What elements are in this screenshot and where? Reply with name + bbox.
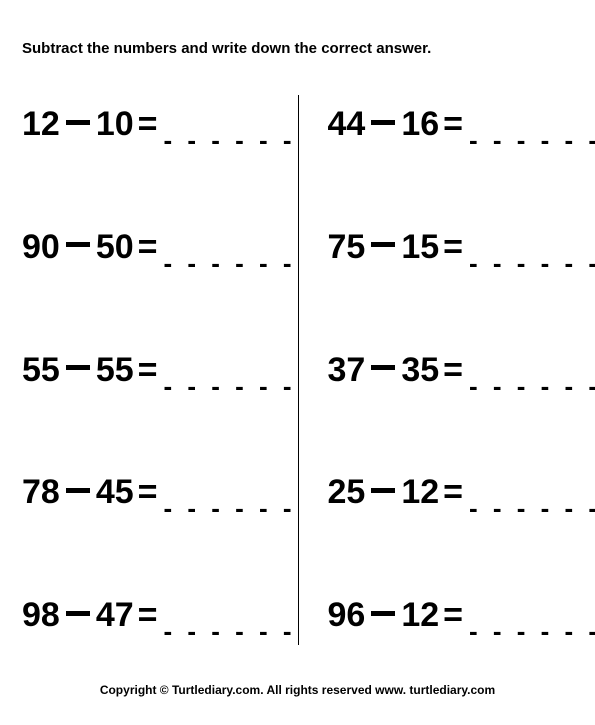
expression: 75 15= bbox=[328, 228, 464, 267]
operand-a: 55 bbox=[22, 351, 60, 389]
operand-a: 90 bbox=[22, 228, 60, 266]
expression: 37 35= bbox=[328, 351, 464, 390]
answer-blank[interactable]: - - - - - - bbox=[469, 371, 595, 402]
operand-a: 98 bbox=[22, 596, 60, 634]
equals-sign: = bbox=[138, 105, 158, 143]
operand-b: 50 bbox=[96, 228, 134, 266]
column-divider bbox=[298, 95, 299, 645]
minus-icon bbox=[371, 120, 395, 125]
problem-row: 7515= - - - - - - bbox=[328, 228, 574, 267]
equals-sign: = bbox=[443, 105, 463, 143]
answer-blank[interactable]: - - - - - - bbox=[469, 493, 595, 524]
minus-icon bbox=[66, 365, 90, 370]
operand-b: 55 bbox=[96, 351, 134, 389]
answer-blank[interactable]: - - - - - - bbox=[164, 371, 296, 402]
operand-b: 47 bbox=[96, 596, 134, 634]
answer-blank[interactable]: - - - - - - bbox=[164, 125, 296, 156]
problem-row: 2512= - - - - - - bbox=[328, 473, 574, 512]
expression: 12 10= bbox=[22, 105, 158, 144]
operand-b: 12 bbox=[401, 596, 439, 634]
equals-sign: = bbox=[138, 228, 158, 266]
answer-blank[interactable]: - - - - - - bbox=[469, 616, 595, 647]
left-column: 1210= - - - - - - 9050= - - - - - - 5555… bbox=[22, 105, 298, 665]
expression: 90 50= bbox=[22, 228, 158, 267]
expression: 25 12= bbox=[328, 473, 464, 512]
operand-b: 45 bbox=[96, 473, 134, 511]
operand-b: 10 bbox=[96, 105, 134, 143]
operand-a: 25 bbox=[328, 473, 366, 511]
copyright-footer: Copyright © Turtlediary.com. All rights … bbox=[0, 683, 595, 697]
minus-icon bbox=[371, 242, 395, 247]
answer-blank[interactable]: - - - - - - bbox=[164, 616, 296, 647]
operand-a: 44 bbox=[328, 105, 366, 143]
equals-sign: = bbox=[138, 596, 158, 634]
instruction-text: Subtract the numbers and write down the … bbox=[22, 40, 573, 57]
answer-blank[interactable]: - - - - - - bbox=[469, 125, 595, 156]
equals-sign: = bbox=[138, 351, 158, 389]
minus-icon bbox=[371, 365, 395, 370]
answer-blank[interactable]: - - - - - - bbox=[164, 493, 296, 524]
expression: 44 16= bbox=[328, 105, 464, 144]
operand-b: 12 bbox=[401, 473, 439, 511]
problem-row: 4416= - - - - - - bbox=[328, 105, 574, 144]
equals-sign: = bbox=[443, 596, 463, 634]
operand-b: 35 bbox=[401, 351, 439, 389]
minus-icon bbox=[371, 488, 395, 493]
problem-row: 9847= - - - - - - bbox=[22, 596, 288, 635]
problem-row: 1210= - - - - - - bbox=[22, 105, 288, 144]
equals-sign: = bbox=[443, 351, 463, 389]
equals-sign: = bbox=[138, 473, 158, 511]
operand-b: 16 bbox=[401, 105, 439, 143]
equals-sign: = bbox=[443, 228, 463, 266]
problem-row: 5555= - - - - - - bbox=[22, 351, 288, 390]
minus-icon bbox=[66, 120, 90, 125]
problem-row: 9050= - - - - - - bbox=[22, 228, 288, 267]
problem-row: 9612= - - - - - - bbox=[328, 596, 574, 635]
minus-icon bbox=[66, 488, 90, 493]
operand-a: 75 bbox=[328, 228, 366, 266]
expression: 78 45= bbox=[22, 473, 158, 512]
answer-blank[interactable]: - - - - - - bbox=[164, 248, 296, 279]
expression: 96 12= bbox=[328, 596, 464, 635]
expression: 5555= bbox=[22, 351, 158, 390]
operand-b: 15 bbox=[401, 228, 439, 266]
right-column: 4416= - - - - - - 7515= - - - - - - 3735… bbox=[298, 105, 574, 665]
equals-sign: = bbox=[443, 473, 463, 511]
minus-icon bbox=[66, 242, 90, 247]
expression: 98 47= bbox=[22, 596, 158, 635]
operand-a: 96 bbox=[328, 596, 366, 634]
operand-a: 37 bbox=[328, 351, 366, 389]
worksheet-grid: 1210= - - - - - - 9050= - - - - - - 5555… bbox=[22, 105, 573, 665]
problem-row: 7845= - - - - - - bbox=[22, 473, 288, 512]
problem-row: 3735= - - - - - - bbox=[328, 351, 574, 390]
minus-icon bbox=[371, 611, 395, 616]
operand-a: 78 bbox=[22, 473, 60, 511]
operand-a: 12 bbox=[22, 105, 60, 143]
answer-blank[interactable]: - - - - - - bbox=[469, 248, 595, 279]
minus-icon bbox=[66, 611, 90, 616]
